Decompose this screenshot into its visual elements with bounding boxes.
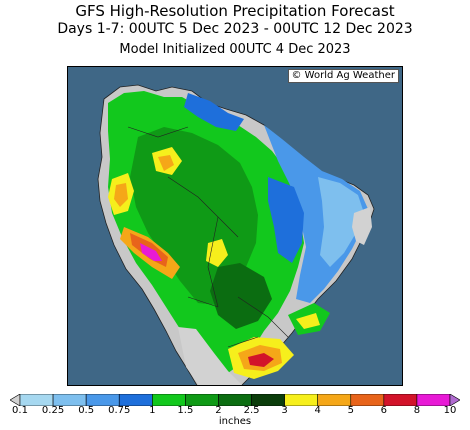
colorbar-canvas bbox=[10, 394, 460, 406]
colorbar-tick-label: 2 bbox=[215, 405, 222, 416]
credit-label: © World Ag Weather bbox=[287, 69, 399, 83]
colorbar-tick-label: 0.1 bbox=[12, 405, 28, 416]
colorbar-tick-label: 0.5 bbox=[78, 405, 95, 416]
map-title: GFS High-Resolution Precipitation Foreca… bbox=[75, 2, 395, 20]
colorbar-segment-high-extend bbox=[449, 394, 460, 406]
model-init-time: Model Initialized 00UTC 4 Dec 2023 bbox=[119, 42, 351, 57]
precip-orange-amazon bbox=[158, 155, 174, 171]
map-canvas bbox=[97, 84, 375, 385]
country-borders bbox=[127, 126, 289, 348]
colorbar-tick-label: 3 bbox=[281, 405, 288, 416]
colorbar-tick-label: 1.5 bbox=[177, 405, 194, 416]
precip-yellow-bolivia bbox=[206, 239, 228, 267]
forecast-period: Days 1-7: 00UTC 5 Dec 2023 - 00UTC 12 De… bbox=[57, 21, 413, 37]
colorbar-tick-label: 2.5 bbox=[243, 405, 260, 416]
precip-yellow-southeast bbox=[296, 313, 320, 329]
dry-gray-northeast bbox=[352, 207, 372, 245]
precip-blue-northeast bbox=[264, 125, 368, 303]
precip-darkblue-northcoast bbox=[184, 93, 244, 131]
dry-gray-argentina bbox=[178, 327, 242, 385]
precip-lightblue-east bbox=[318, 177, 364, 267]
precip-darkblue-interior bbox=[268, 177, 304, 263]
colorbar-tick-label: 8 bbox=[413, 405, 421, 416]
colorbar-units: inches bbox=[218, 416, 252, 427]
colorbar-tick-label: 5 bbox=[347, 405, 354, 416]
colorbar bbox=[10, 394, 460, 406]
precip-pink-core bbox=[140, 243, 162, 261]
colorbar-tick-label: 1 bbox=[149, 405, 156, 416]
precip-darkest-patch bbox=[210, 263, 272, 329]
colorbar-tick-label: 6 bbox=[380, 405, 388, 416]
precip-orange-andes-north bbox=[114, 183, 128, 207]
colorbar-tick-label: 10 bbox=[443, 405, 457, 416]
colorbar-tick-label: 4 bbox=[314, 405, 321, 416]
colorbar-tick-label: 0.75 bbox=[108, 405, 131, 416]
colorbar-tick-label: 0.25 bbox=[41, 405, 65, 416]
colorbar-tick-labels: 0.1 0.25 0.5 0.75 1 1.5 2 2.5 3 4 5 6 8 10 bbox=[0, 405, 470, 419]
precip-red-south bbox=[248, 353, 274, 367]
precipitation-map: © World Ag Weather bbox=[67, 66, 403, 386]
